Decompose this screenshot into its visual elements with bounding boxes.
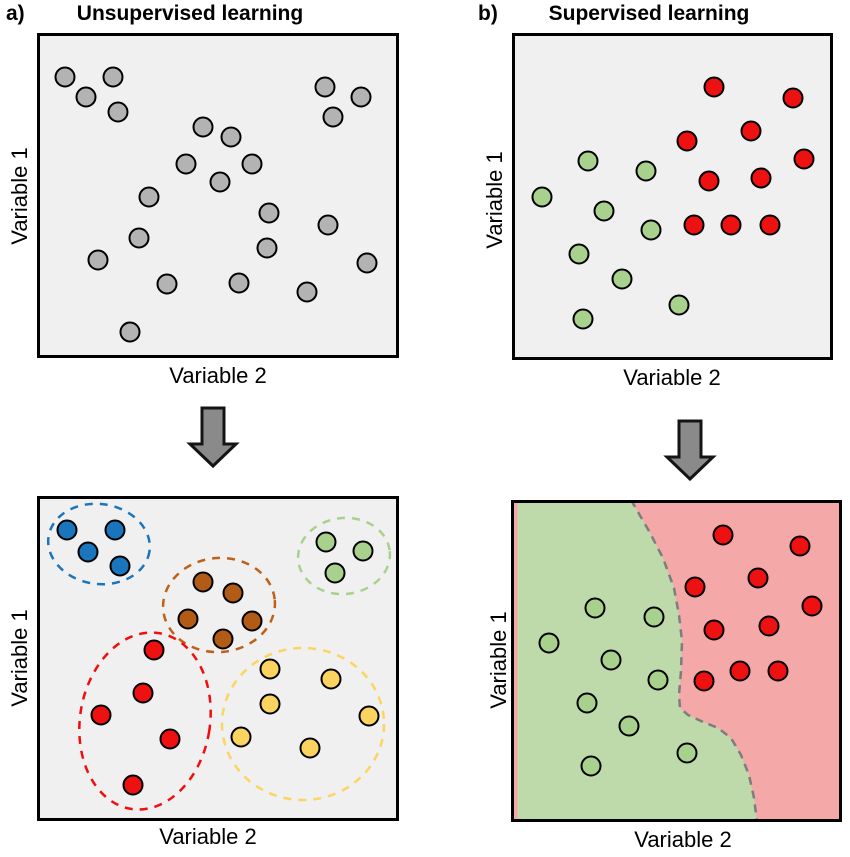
decision-boundary-plot [511, 500, 842, 822]
blue-cluster-dots [56, 519, 131, 577]
gray-dots [54, 66, 378, 343]
arrow-shape [186, 406, 240, 469]
green-cluster-ellipse [296, 516, 392, 596]
yellow-cluster-ellipse [220, 646, 386, 802]
panel-b-title: Supervised learning [548, 2, 750, 25]
red-cluster-ellipse [78, 631, 212, 811]
green-class-dots [538, 597, 698, 777]
axis-label-x-a-top: Variable 2 [169, 363, 267, 388]
red-class-dots [676, 76, 815, 236]
yellow-cluster-dots [230, 658, 380, 759]
green-region [517, 500, 757, 822]
panel-b-label: b) [478, 2, 498, 25]
labeled-scatter-plot [512, 33, 833, 360]
green-cluster-dots [315, 531, 374, 584]
axis-label-x-a-bottom: Variable 2 [159, 824, 257, 849]
panel-a-label: a) [6, 2, 25, 25]
arrow-shape [663, 419, 717, 482]
axis-label-y-a-top: Variable 1 [7, 147, 32, 245]
axis-label-y-b-top: Variable 1 [482, 151, 507, 249]
down-arrow-icon [186, 406, 240, 469]
green-class-dots [531, 150, 690, 330]
axis-label-y-a-bottom: Variable 1 [7, 609, 32, 707]
down-arrow-icon [663, 419, 717, 482]
brown-cluster-dots [177, 571, 263, 650]
panel-a-title: Unsupervised learning [76, 2, 304, 25]
axis-label-x-b-bottom: Variable 2 [634, 827, 732, 852]
axis-label-x-b-top: Variable 2 [623, 365, 721, 390]
red-cluster-dots [90, 639, 181, 796]
axis-label-y-b-bottom: Variable 1 [486, 611, 511, 709]
red-class-dots [684, 524, 823, 692]
clustered-scatter-plot [37, 496, 399, 821]
unlabeled-scatter-plot [37, 33, 399, 358]
decision-boundary [629, 500, 759, 822]
blue-cluster-ellipse [46, 502, 152, 586]
